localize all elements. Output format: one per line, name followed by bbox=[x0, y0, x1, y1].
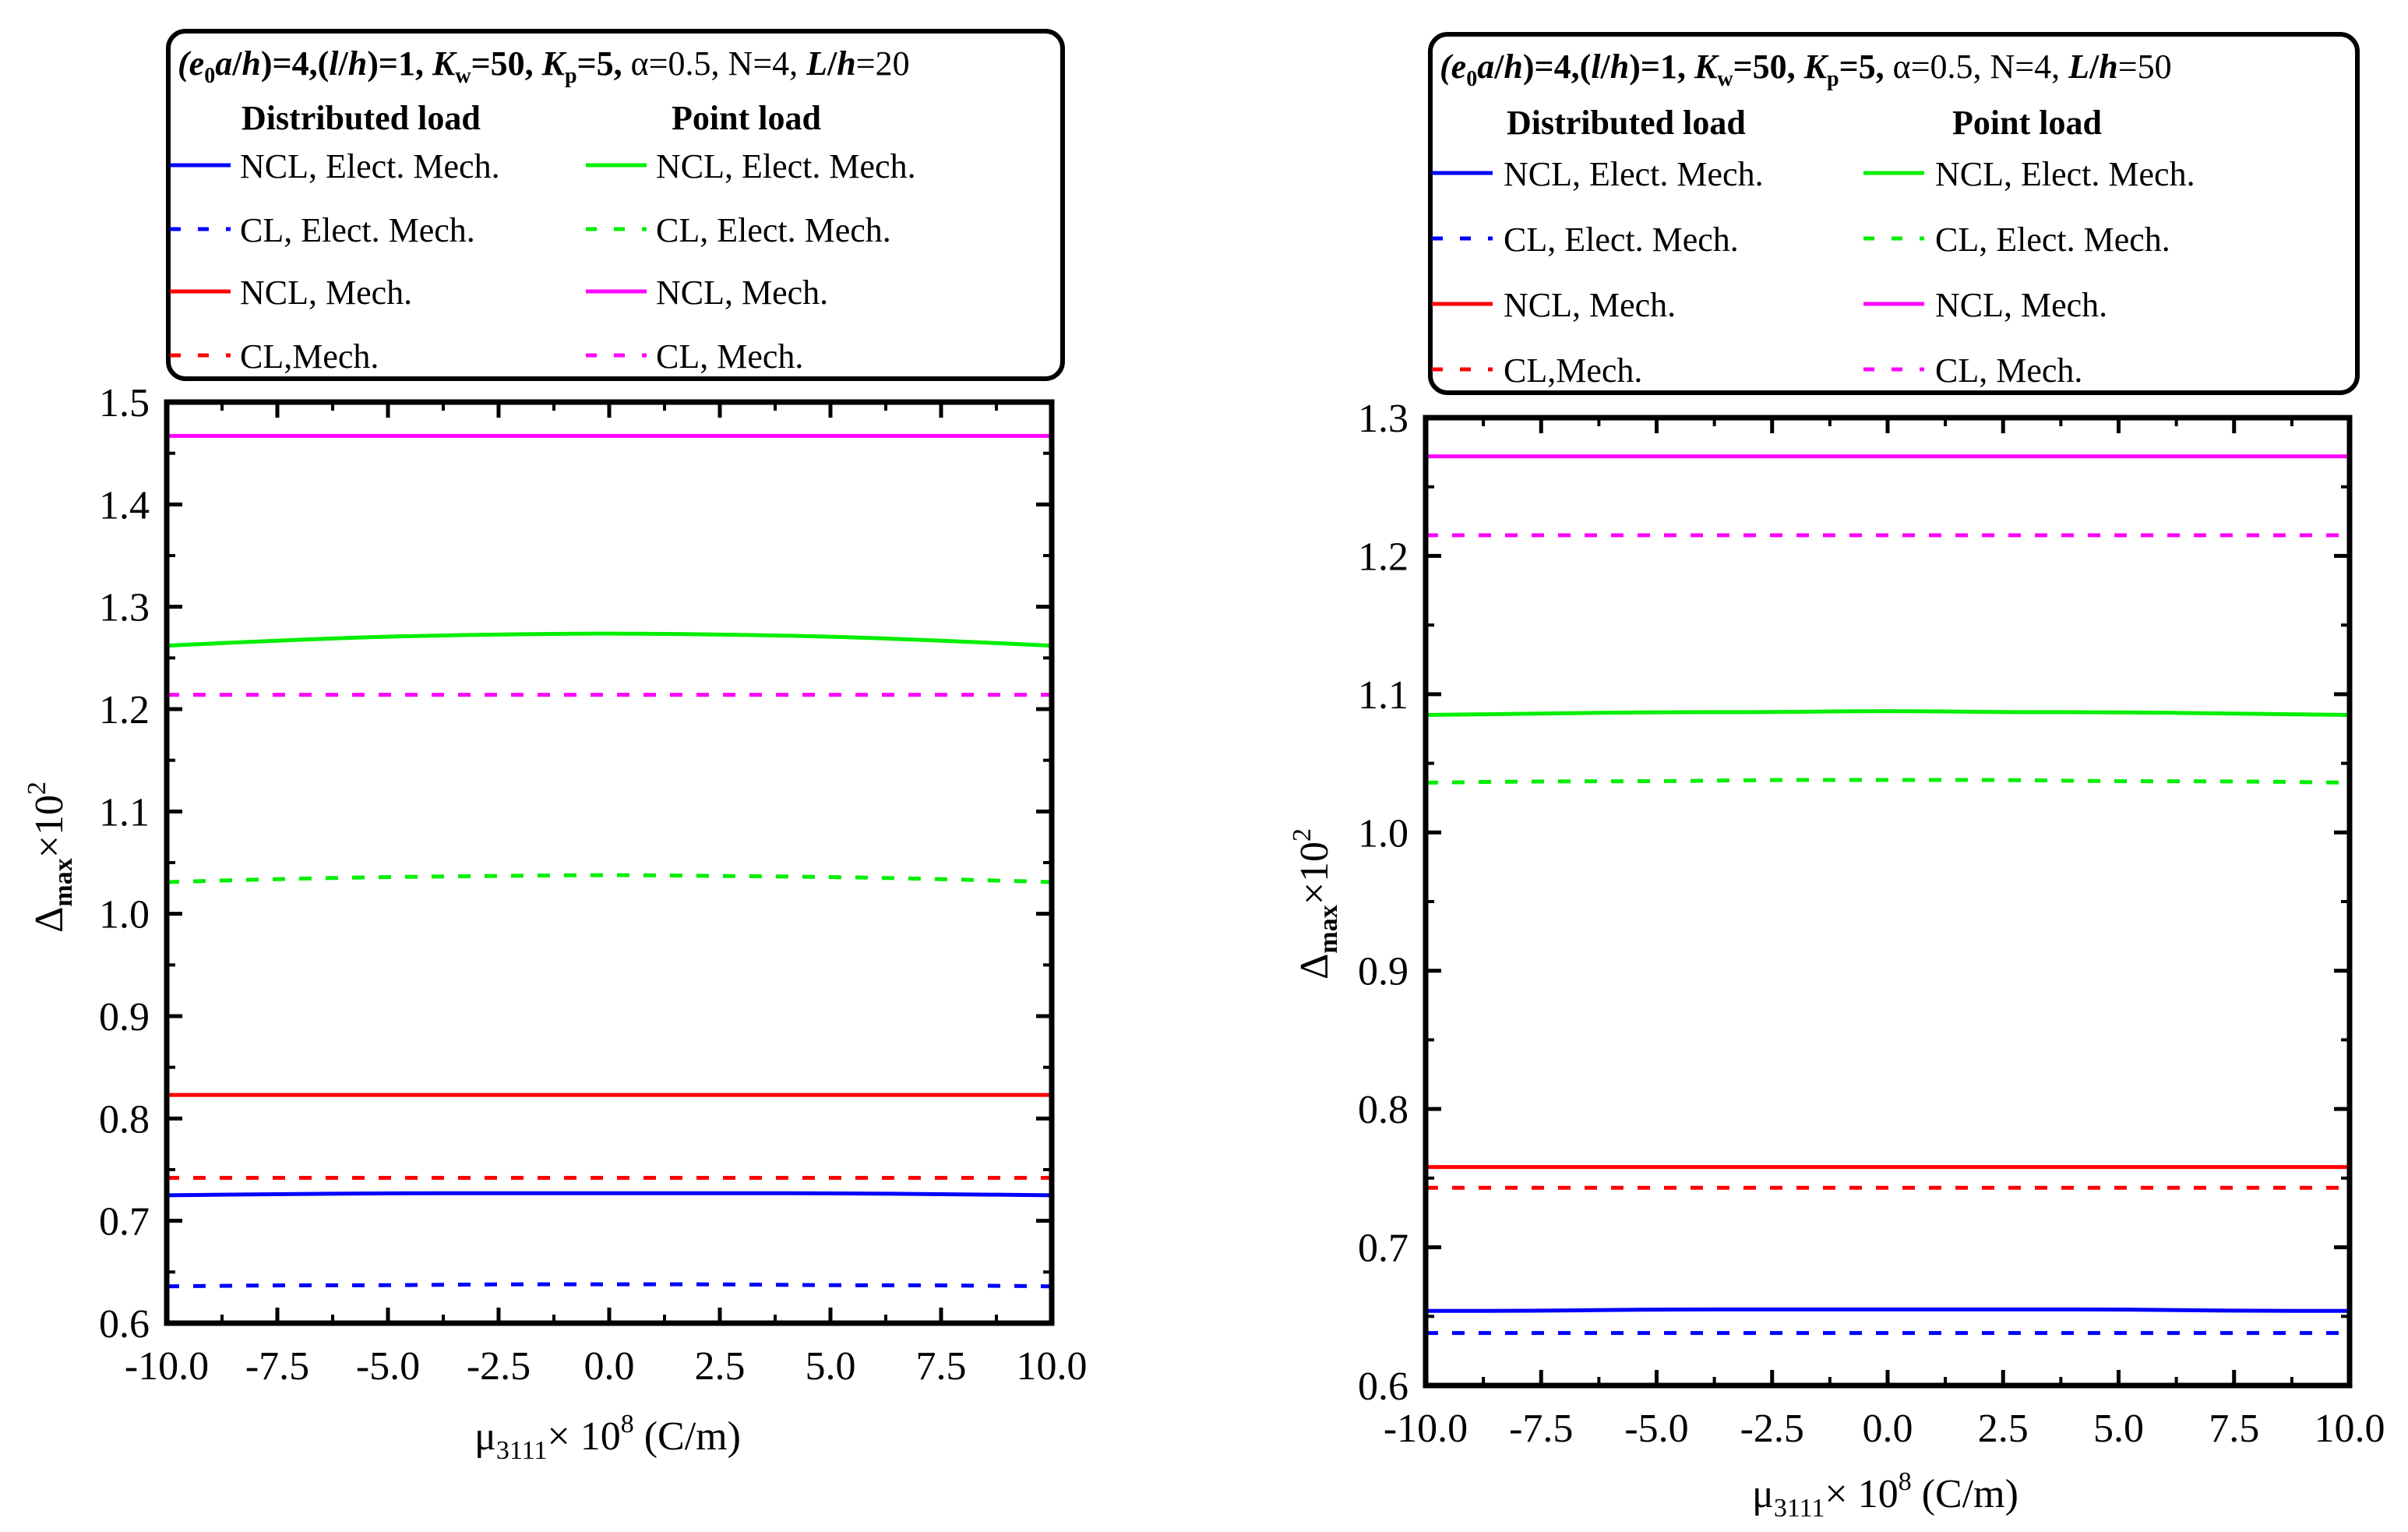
y-tick-label: 0.7 bbox=[99, 1200, 150, 1244]
ticks bbox=[164, 400, 1054, 1325]
plot-frame bbox=[164, 399, 1055, 1326]
legend-item: CL,Mech. bbox=[1504, 351, 1642, 390]
x-tick-label: 10.0 bbox=[2315, 1407, 2385, 1451]
y-tick-label: 0.6 bbox=[99, 1302, 150, 1347]
x-tick-label: -10.0 bbox=[125, 1344, 209, 1389]
legend-title: (e0a/h)=4,(l/h)=1, Kw=50, Kp=5, α=0.5, N… bbox=[178, 44, 910, 88]
y-tick-label: 1.1 bbox=[1358, 673, 1408, 718]
legend-col2-header: Point load bbox=[672, 99, 821, 137]
y-tick-label: 1.4 bbox=[99, 483, 150, 528]
legend-col1-header: Distributed load bbox=[1507, 104, 1746, 142]
legend-item: CL,Mech. bbox=[240, 337, 379, 376]
legend-item: NCL, Elect. Mech. bbox=[240, 147, 500, 185]
legend-col2-header: Point load bbox=[1952, 104, 2102, 142]
legend-item: NCL, Mech. bbox=[1935, 286, 2107, 324]
y-tick-label: 1.0 bbox=[1358, 811, 1408, 856]
x-axis-label: μ3111× 108 (C/m) bbox=[1752, 1467, 2018, 1523]
legend-item: NCL, Elect. Mech. bbox=[1504, 155, 1764, 193]
series-line bbox=[166, 873, 1052, 884]
legend-item: CL, Elect. Mech. bbox=[240, 211, 475, 249]
legend-box bbox=[1428, 32, 2360, 395]
x-tick-label: 2.5 bbox=[695, 1344, 746, 1389]
series bbox=[1425, 454, 2350, 1336]
y-tick-label: 1.5 bbox=[99, 381, 150, 425]
y-tick-label: 0.9 bbox=[1358, 950, 1408, 994]
series-line bbox=[166, 1191, 1052, 1198]
y-tick-label: 0.6 bbox=[1358, 1364, 1408, 1409]
legend-item: NCL, Mech. bbox=[1504, 286, 1676, 324]
y-tick-label: 0.9 bbox=[99, 995, 150, 1040]
x-tick-label: -5.0 bbox=[1624, 1407, 1688, 1451]
chart-left: (e0a/h)=4,(l/h)=1, Kw=50, Kp=5, α=0.5, N… bbox=[23, 29, 1088, 1465]
x-tick-label: -7.5 bbox=[1509, 1407, 1573, 1451]
legend-item: NCL, Elect. Mech. bbox=[1935, 155, 2195, 193]
x-tick-label: -5.0 bbox=[356, 1344, 420, 1389]
legend-box bbox=[166, 29, 1065, 381]
series-line bbox=[1425, 709, 2350, 717]
x-axis-label: μ3111× 108 (C/m) bbox=[474, 1410, 741, 1465]
x-tick-label: 0.0 bbox=[584, 1344, 635, 1389]
legend-left: (e0a/h)=4,(l/h)=1, Kw=50, Kp=5, α=0.5, N… bbox=[166, 29, 1065, 381]
y-tick-label: 0.8 bbox=[1358, 1088, 1408, 1132]
x-tick-label: 5.0 bbox=[806, 1344, 856, 1389]
y-axis-label: Δmax×102 bbox=[1288, 828, 1343, 980]
plot-frame bbox=[1423, 415, 2353, 1389]
legend-item: NCL, Mech. bbox=[656, 274, 828, 312]
x-tick-label: 5.0 bbox=[2093, 1407, 2144, 1451]
series-line bbox=[1425, 1307, 2350, 1313]
x-tick-label: -10.0 bbox=[1384, 1407, 1468, 1451]
series-line bbox=[166, 1282, 1052, 1289]
legend-item: CL, Elect. Mech. bbox=[1935, 221, 2170, 259]
y-tick-label: 0.7 bbox=[1358, 1227, 1408, 1271]
x-tick-label: 7.5 bbox=[916, 1344, 967, 1389]
y-tick-label: 0.8 bbox=[99, 1097, 150, 1142]
x-tick-label: 10.0 bbox=[1017, 1344, 1088, 1389]
legend-right: (e0a/h)=4,(l/h)=1, Kw=50, Kp=5, α=0.5, N… bbox=[1428, 32, 2360, 395]
legend-item: NCL, Elect. Mech. bbox=[656, 147, 916, 185]
y-tick-label: 1.3 bbox=[1358, 397, 1408, 441]
x-tick-label: 2.5 bbox=[1978, 1407, 2029, 1451]
x-tick-label: -2.5 bbox=[1740, 1407, 1804, 1451]
series-line bbox=[166, 631, 1052, 648]
series-line bbox=[1425, 778, 2350, 785]
x-tick-label: 7.5 bbox=[2209, 1407, 2259, 1451]
legend-item: CL, Elect. Mech. bbox=[1504, 221, 1739, 259]
tick-labels: -10.0 -7.5 -5.0 -2.5 0.0 2.5 5.0 7.5 10.0 0.6 0.7 0… bbox=[99, 381, 1088, 1389]
y-tick-label: 1.3 bbox=[99, 586, 150, 630]
tick-labels: -10.0 -7.5 -5.0 -2.5 0.0 2.5 5.0 7.5 10.0 0.6 0.7 0… bbox=[1358, 397, 2385, 1451]
ticks bbox=[1423, 415, 2352, 1388]
y-tick-label: 1.0 bbox=[99, 893, 150, 937]
legend-item: NCL, Mech. bbox=[240, 274, 412, 312]
x-tick-label: 0.0 bbox=[1863, 1407, 1913, 1451]
x-tick-label: -2.5 bbox=[467, 1344, 531, 1389]
series bbox=[166, 433, 1052, 1289]
legend-col1-header: Distributed load bbox=[242, 99, 481, 137]
legend-item: CL, Mech. bbox=[656, 337, 803, 376]
y-tick-label: 1.1 bbox=[99, 790, 150, 835]
legend-item: CL, Elect. Mech. bbox=[656, 211, 891, 249]
y-axis-label: Δmax×102 bbox=[23, 782, 78, 933]
y-tick-label: 1.2 bbox=[99, 688, 150, 732]
legend-title: (e0a/h)=4,(l/h)=1, Kw=50, Kp=5, α=0.5, N… bbox=[1440, 48, 2172, 91]
y-tick-label: 1.2 bbox=[1358, 535, 1408, 579]
legend-item: CL, Mech. bbox=[1935, 351, 2082, 390]
x-tick-label: -7.5 bbox=[245, 1344, 309, 1389]
